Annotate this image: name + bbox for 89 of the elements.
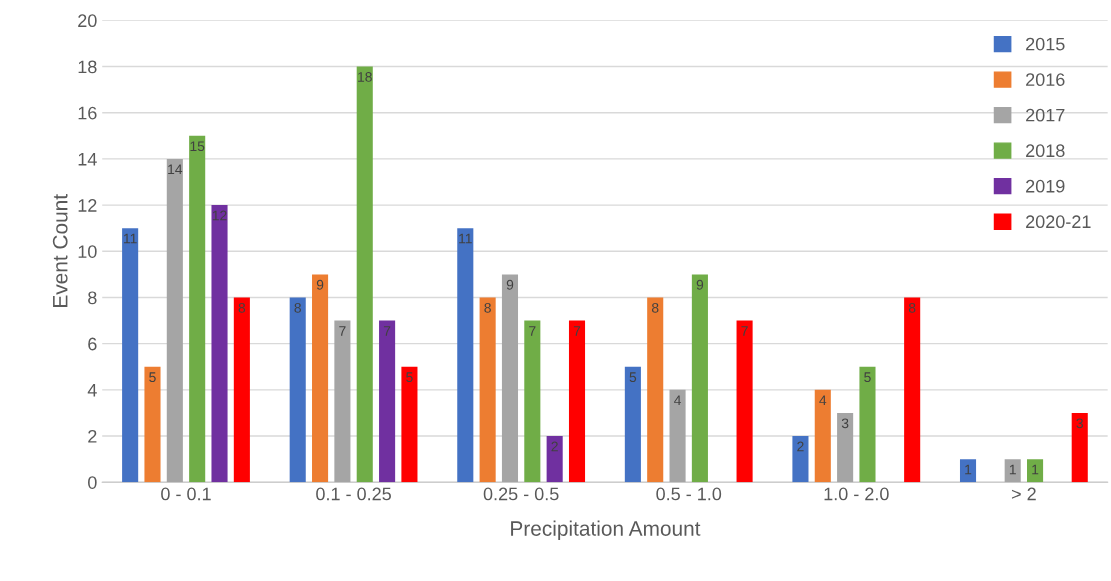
bar (814, 389, 831, 483)
bar (334, 320, 351, 483)
y-tick-label: 12 (78, 199, 97, 212)
y-tick-label: 0 (88, 476, 97, 489)
legend-label: 2018 (1026, 144, 1065, 158)
data-label: 8 (908, 302, 916, 313)
bar (401, 366, 418, 483)
x-tick-label: 1.0 - 2.0 (824, 487, 889, 501)
y-tick-label: 20 (78, 14, 97, 28)
data-label: 2 (797, 441, 804, 452)
data-label: 9 (316, 279, 324, 290)
x-tick-label: 0.5 - 1.0 (656, 487, 722, 501)
data-label: 9 (506, 279, 514, 290)
bar (379, 320, 396, 483)
data-label: 5 (149, 372, 156, 383)
bar (189, 135, 206, 483)
y-tick-label: 10 (78, 245, 97, 258)
bar (479, 297, 496, 483)
data-label: 12 (212, 210, 227, 221)
data-label: 11 (123, 233, 137, 244)
bar (1071, 412, 1088, 483)
data-label: 5 (864, 372, 871, 383)
bar (624, 366, 641, 483)
bar (457, 228, 474, 483)
x-tick-label: 0.1 - 0.25 (316, 487, 391, 501)
data-label: 7 (741, 326, 748, 336)
data-label: 3 (841, 418, 849, 429)
data-label: 7 (573, 326, 581, 336)
bar (1027, 459, 1044, 483)
data-label: 15 (190, 141, 205, 152)
data-label: 2 (551, 441, 558, 452)
bar (356, 66, 373, 483)
bar (859, 366, 876, 483)
bar (524, 320, 541, 483)
data-label: 5 (406, 372, 413, 383)
bar (568, 320, 586, 483)
bar (166, 158, 183, 483)
bar (312, 274, 329, 483)
bar (691, 274, 708, 483)
x-tick-label: 0.25 - 0.5 (483, 487, 559, 501)
bar (501, 274, 519, 483)
bar (211, 205, 228, 483)
data-label: 5 (629, 372, 637, 383)
bar (289, 297, 306, 483)
legend-label: 2019 (1026, 179, 1065, 193)
y-tick-label: 6 (88, 337, 97, 351)
x-tick-label: > 2 (1011, 487, 1036, 501)
bar (233, 297, 250, 483)
data-label: 4 (819, 395, 827, 406)
bar (959, 459, 977, 483)
y-axis-title: Event Count (52, 194, 68, 307)
legend-label: 2016 (1026, 73, 1065, 87)
legend-label: 2015 (1026, 37, 1065, 51)
data-label: 1 (1009, 464, 1016, 475)
data-label: 1 (1032, 464, 1039, 475)
data-label: 7 (529, 326, 536, 336)
data-label: 1 (965, 464, 972, 475)
y-tick-label: 8 (88, 291, 97, 305)
data-label: 7 (339, 326, 346, 336)
bar (837, 412, 854, 483)
data-label: 4 (674, 395, 682, 406)
data-label: 14 (168, 164, 183, 175)
x-tick-label: 0 - 0.1 (161, 487, 211, 501)
y-tick-label: 2 (88, 429, 97, 443)
bar (904, 297, 921, 483)
legend-label: 2017 (1026, 108, 1065, 122)
data-label: 8 (651, 302, 659, 313)
bar (792, 436, 809, 483)
bar (669, 389, 686, 483)
y-tick-label: 18 (78, 60, 97, 74)
bar (546, 436, 563, 483)
data-label: 8 (294, 302, 301, 313)
bar (1004, 459, 1021, 483)
legend-label: 2020-21 (1026, 215, 1091, 229)
bar (122, 228, 139, 483)
x-axis-title: Precipitation Amount (511, 520, 701, 541)
y-tick-label: 4 (87, 383, 97, 397)
data-label: 7 (383, 326, 391, 336)
y-tick-label: 14 (78, 153, 97, 166)
data-label: 8 (238, 302, 246, 313)
data-label: 11 (459, 233, 472, 244)
data-label: 18 (358, 72, 372, 82)
data-label: 3 (1076, 418, 1083, 429)
bar (144, 366, 161, 483)
data-label: 9 (696, 279, 704, 290)
bar (736, 320, 753, 483)
y-tick-label: 16 (78, 106, 97, 120)
bar (647, 297, 664, 483)
data-label: 8 (484, 302, 491, 313)
